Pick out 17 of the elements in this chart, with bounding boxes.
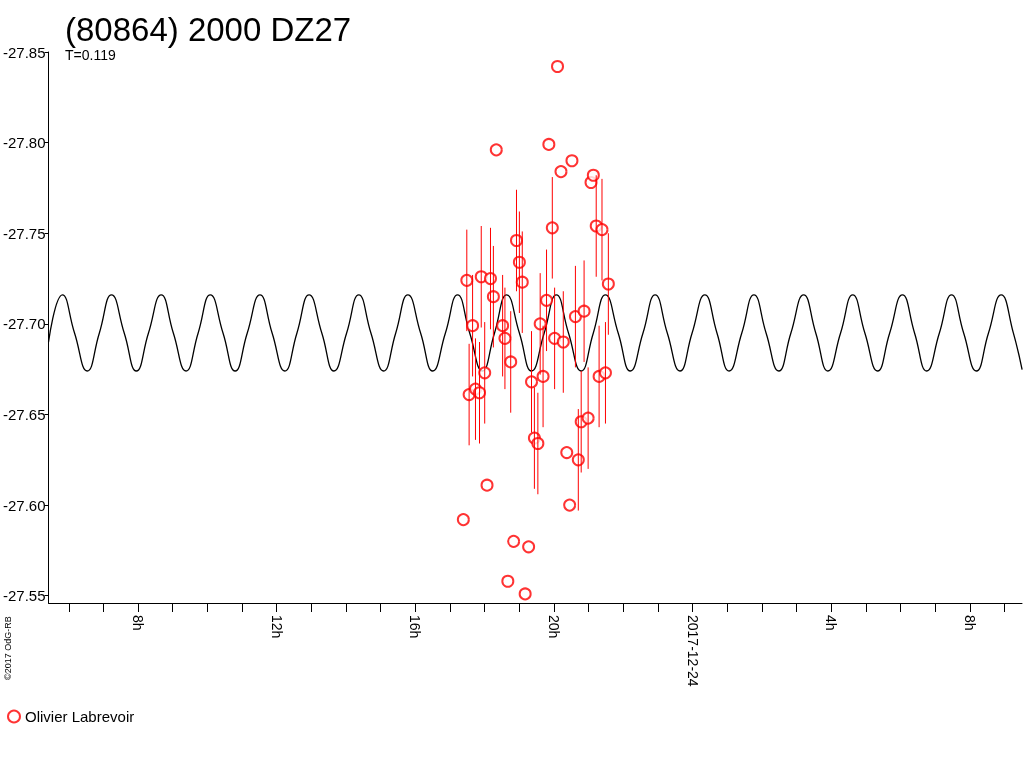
text: ©2017 OdG-RB bbox=[2, 616, 13, 680]
x-tick-label: 8h bbox=[962, 615, 978, 631]
y-tick-label: -27.70 bbox=[2, 315, 46, 333]
legend-label: Olivier Labrevoir bbox=[25, 708, 135, 725]
chart-subtitle: T=0.119 bbox=[65, 47, 116, 63]
y-tick-label: -27.80 bbox=[2, 134, 46, 152]
y-tick-label: -27.55 bbox=[2, 587, 46, 605]
y-tick-label: -27.75 bbox=[2, 224, 46, 242]
x-tick-label: 16h bbox=[407, 615, 424, 639]
x-tick-label: 4h bbox=[823, 615, 840, 631]
y-tick-label: -27.65 bbox=[2, 406, 46, 423]
x-tick-label: 8h bbox=[130, 615, 147, 631]
y-tick-label: -27.85 bbox=[2, 43, 46, 61]
y-tick-label: -27.60 bbox=[2, 496, 46, 514]
x-tick-label: 12h bbox=[268, 615, 285, 639]
x-tick-label: 2017-12-24 bbox=[684, 615, 701, 687]
x-tick-label: 20h bbox=[546, 615, 563, 639]
